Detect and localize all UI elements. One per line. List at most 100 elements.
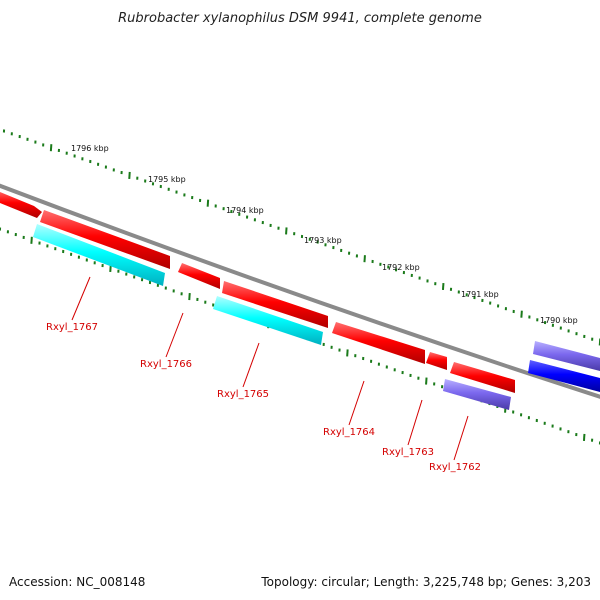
minor-tick [465, 293, 468, 297]
minor-tick [136, 176, 139, 180]
minor-tick [473, 296, 476, 300]
minor-tick [141, 278, 144, 282]
minor-tick [148, 280, 152, 285]
gene-bar-cyan-2[interactable] [213, 296, 323, 345]
gene-arrow-partial[interactable] [0, 190, 42, 218]
major-tick [425, 377, 428, 385]
minor-tick [370, 359, 373, 363]
gene-arrow-rxyl-1766[interactable] [178, 263, 220, 289]
minor-tick [567, 329, 570, 333]
leader-line-1766 [165, 312, 184, 358]
minor-tick [104, 165, 107, 169]
minor-tick [308, 237, 311, 241]
minor-tick [191, 196, 194, 200]
gene-arrow-rxyl-1763[interactable] [426, 352, 447, 370]
minor-tick [504, 307, 507, 311]
gene-label-rxyl-1763[interactable]: Rxyl_1763 [382, 447, 434, 458]
gene-bar-blue[interactable] [528, 360, 600, 392]
minor-tick [395, 268, 398, 272]
minor-tick [70, 252, 73, 256]
minor-tick [0, 227, 2, 231]
minor-tick [434, 282, 437, 286]
minor-tick [497, 304, 500, 308]
minor-tick [489, 301, 492, 305]
minor-tick [575, 433, 578, 437]
minor-tick [528, 315, 531, 319]
minor-tick [362, 356, 365, 361]
gene-arrow-rxyl-1765[interactable] [222, 281, 328, 328]
minor-tick [101, 264, 104, 268]
minor-tick [73, 154, 76, 158]
minor-tick [222, 207, 225, 211]
gene-label-rxyl-1766[interactable]: Rxyl_1766 [140, 359, 192, 370]
kbp-label-1793: 1793 kbp [304, 236, 342, 245]
gene-bar-purple-1[interactable] [443, 379, 511, 410]
minor-tick [117, 269, 120, 273]
minor-tick [212, 303, 215, 307]
major-tick [598, 338, 600, 346]
gene-arrow-rxyl-1762[interactable] [450, 362, 515, 393]
minor-tick [93, 261, 96, 265]
minor-tick [393, 368, 396, 372]
kbp-label-1794: 1794 kbp [226, 206, 264, 215]
minor-tick [332, 246, 335, 250]
minor-tick [575, 332, 578, 336]
minor-tick [180, 292, 183, 296]
gene-label-rxyl-1767[interactable]: Rxyl_1767 [46, 322, 98, 333]
minor-tick [151, 182, 155, 186]
minor-tick [204, 300, 207, 304]
minor-tick [348, 251, 351, 255]
kbp-label-1790: 1790 kbp [540, 316, 578, 325]
minor-tick [591, 337, 594, 341]
gene-bar-cyan-1[interactable] [33, 224, 165, 286]
minor-tick [164, 286, 167, 290]
kbp-label-1796: 1796 kbp [71, 144, 109, 153]
minor-tick [417, 376, 420, 380]
minor-tick [120, 171, 123, 175]
minor-tick [457, 290, 460, 294]
minor-tick [65, 151, 68, 155]
gene-label-rxyl-1764[interactable]: Rxyl_1764 [323, 427, 375, 438]
major-tick [582, 433, 586, 441]
major-tick [206, 199, 210, 207]
gene-bar-purple-2[interactable] [533, 341, 600, 371]
minor-tick [544, 321, 547, 325]
minor-tick [57, 148, 60, 152]
gene-label-rxyl-1762[interactable]: Rxyl_1762 [429, 462, 481, 473]
minor-tick [22, 235, 25, 239]
minor-tick [591, 438, 594, 442]
minor-tick [300, 234, 304, 239]
topology-text: Topology: circular; Length: 3,225,748 bp… [260, 575, 591, 589]
major-tick [285, 227, 288, 235]
minor-tick [46, 244, 49, 248]
minor-tick [199, 198, 202, 202]
minor-tick [253, 218, 256, 222]
minor-tick [559, 326, 562, 330]
gene-arrow-rxyl-1764[interactable] [332, 322, 425, 364]
minor-tick [338, 348, 341, 352]
major-tick [109, 264, 112, 272]
genome-backbone [0, 183, 600, 399]
minor-tick [26, 137, 29, 141]
minor-tick [512, 309, 515, 314]
minor-tick [387, 265, 390, 269]
leader-line-1762 [453, 415, 469, 461]
major-tick [30, 236, 33, 244]
minor-tick [97, 162, 100, 166]
reverse-strand-genes [33, 224, 600, 410]
minor-tick [144, 179, 147, 183]
gene-arrow-rxyl-1767[interactable] [40, 210, 170, 269]
minor-tick [354, 354, 357, 358]
minor-tick [316, 240, 319, 244]
minor-tick [183, 193, 186, 197]
minor-tick [598, 441, 600, 445]
gene-label-rxyl-1765[interactable]: Rxyl_1765 [217, 389, 269, 400]
minor-tick [535, 418, 538, 423]
major-tick [520, 310, 523, 318]
minor-tick [214, 204, 217, 208]
minor-tick [196, 297, 199, 301]
minor-tick [441, 385, 444, 389]
upper-tick-row [2, 129, 600, 346]
minor-tick [551, 323, 554, 327]
